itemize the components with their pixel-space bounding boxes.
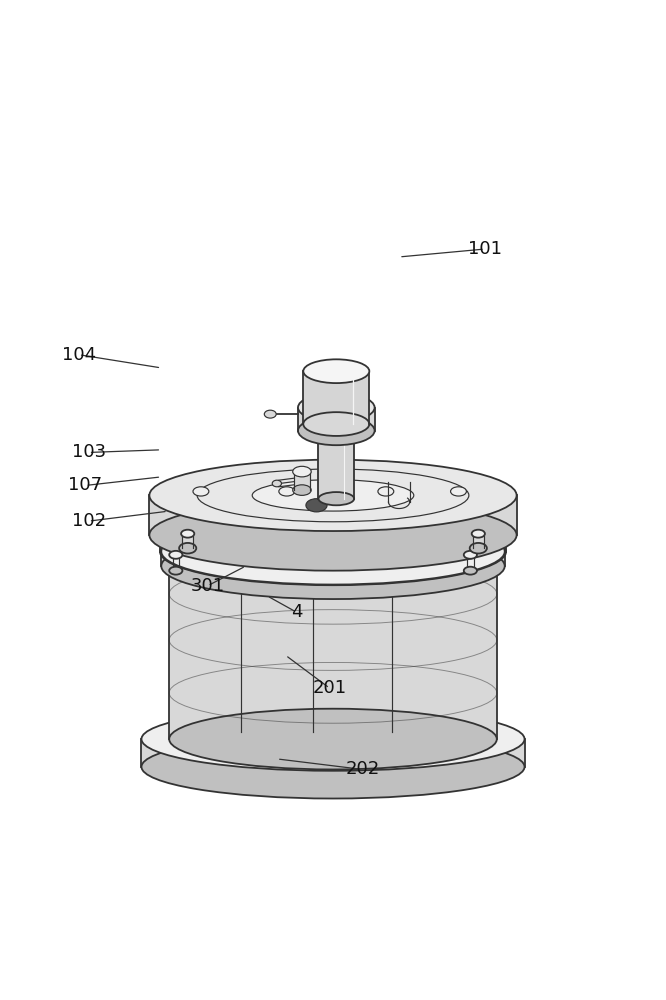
Ellipse shape (279, 487, 294, 496)
Ellipse shape (169, 551, 182, 559)
Ellipse shape (179, 543, 196, 553)
Ellipse shape (252, 480, 414, 511)
Ellipse shape (451, 487, 466, 496)
Ellipse shape (464, 567, 477, 575)
Text: 101: 101 (468, 240, 502, 258)
Ellipse shape (264, 410, 276, 418)
Ellipse shape (298, 416, 374, 445)
Polygon shape (473, 534, 484, 548)
Text: 201: 201 (312, 679, 347, 697)
Ellipse shape (378, 487, 394, 496)
Ellipse shape (169, 709, 497, 769)
Ellipse shape (470, 543, 487, 553)
Ellipse shape (169, 567, 182, 575)
Ellipse shape (149, 499, 517, 571)
Ellipse shape (160, 501, 506, 569)
Ellipse shape (318, 421, 354, 434)
Polygon shape (303, 371, 370, 424)
Ellipse shape (161, 533, 505, 599)
Polygon shape (318, 427, 354, 499)
Ellipse shape (149, 460, 517, 531)
Ellipse shape (298, 393, 374, 422)
Ellipse shape (169, 536, 497, 596)
Ellipse shape (306, 499, 327, 512)
Text: 104: 104 (62, 346, 96, 364)
Polygon shape (169, 566, 497, 739)
Ellipse shape (318, 492, 354, 505)
Polygon shape (294, 472, 310, 490)
Polygon shape (149, 495, 517, 535)
Polygon shape (160, 535, 506, 552)
Ellipse shape (160, 518, 506, 585)
Text: 107: 107 (69, 476, 103, 494)
Ellipse shape (272, 480, 282, 487)
Ellipse shape (472, 530, 485, 538)
Ellipse shape (293, 466, 311, 477)
Text: 301: 301 (190, 577, 224, 595)
Ellipse shape (193, 487, 209, 496)
Text: 4: 4 (291, 603, 302, 621)
Ellipse shape (141, 735, 525, 799)
Polygon shape (141, 739, 525, 767)
Ellipse shape (303, 412, 370, 436)
Ellipse shape (141, 707, 525, 771)
Text: 202: 202 (346, 760, 380, 778)
Polygon shape (182, 534, 193, 548)
Ellipse shape (293, 485, 311, 495)
Ellipse shape (464, 551, 477, 559)
Polygon shape (161, 552, 505, 566)
Text: 103: 103 (71, 443, 106, 461)
Ellipse shape (303, 359, 370, 383)
Ellipse shape (197, 469, 469, 522)
Text: 102: 102 (71, 512, 106, 530)
Ellipse shape (161, 518, 505, 585)
Polygon shape (298, 408, 374, 431)
Ellipse shape (181, 530, 194, 538)
